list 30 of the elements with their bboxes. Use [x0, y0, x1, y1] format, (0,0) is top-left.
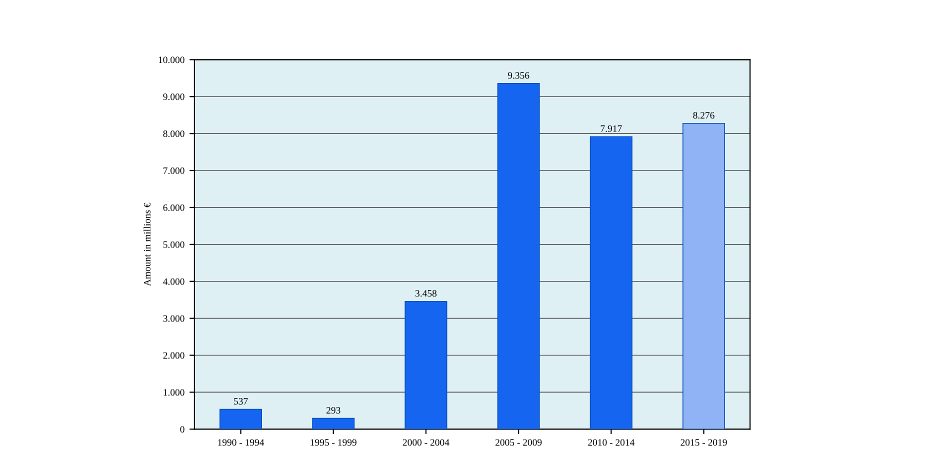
data-label: 9.356: [508, 72, 530, 79]
y-axis-title: Amount in millions €: [144, 202, 150, 286]
y-tick-label: 9.000: [163, 94, 184, 100]
y-tick-label: 0: [180, 426, 184, 433]
x-tick-label: 2000 - 2004: [402, 439, 450, 446]
x-tick-label: 1990 - 1994: [218, 439, 264, 446]
x-tick-label: 2010 - 2014: [588, 439, 634, 446]
y-tick-label: 1.000: [164, 389, 184, 396]
bar: [590, 136, 632, 430]
data-label: 7.917: [600, 125, 622, 132]
data-label: 293: [326, 407, 340, 414]
y-tick-label: 3.000: [163, 315, 184, 322]
y-tick-label: 5.000: [163, 241, 184, 248]
y-tick-label: 8.000: [163, 130, 184, 138]
bar: [497, 83, 540, 430]
data-label: 3.458: [415, 290, 437, 297]
bar: [682, 122, 726, 430]
data-label: 8.276: [693, 112, 714, 119]
y-tick-label: 10.000: [158, 56, 184, 64]
y-tick-label: 7.000: [164, 167, 184, 174]
bar: [220, 408, 262, 430]
y-tick-label: 2.000: [163, 352, 184, 359]
x-tick-label: 2005 - 2009: [495, 439, 542, 446]
bar: [404, 300, 448, 430]
y-tick-label: 6.000: [163, 204, 184, 211]
y-tick-label: 4.000: [163, 278, 184, 285]
data-label: 537: [234, 398, 248, 405]
x-tick-label: 1995 - 1999: [310, 439, 356, 446]
bar: [312, 418, 355, 430]
x-tick-label: 2015 - 2019: [680, 439, 727, 446]
